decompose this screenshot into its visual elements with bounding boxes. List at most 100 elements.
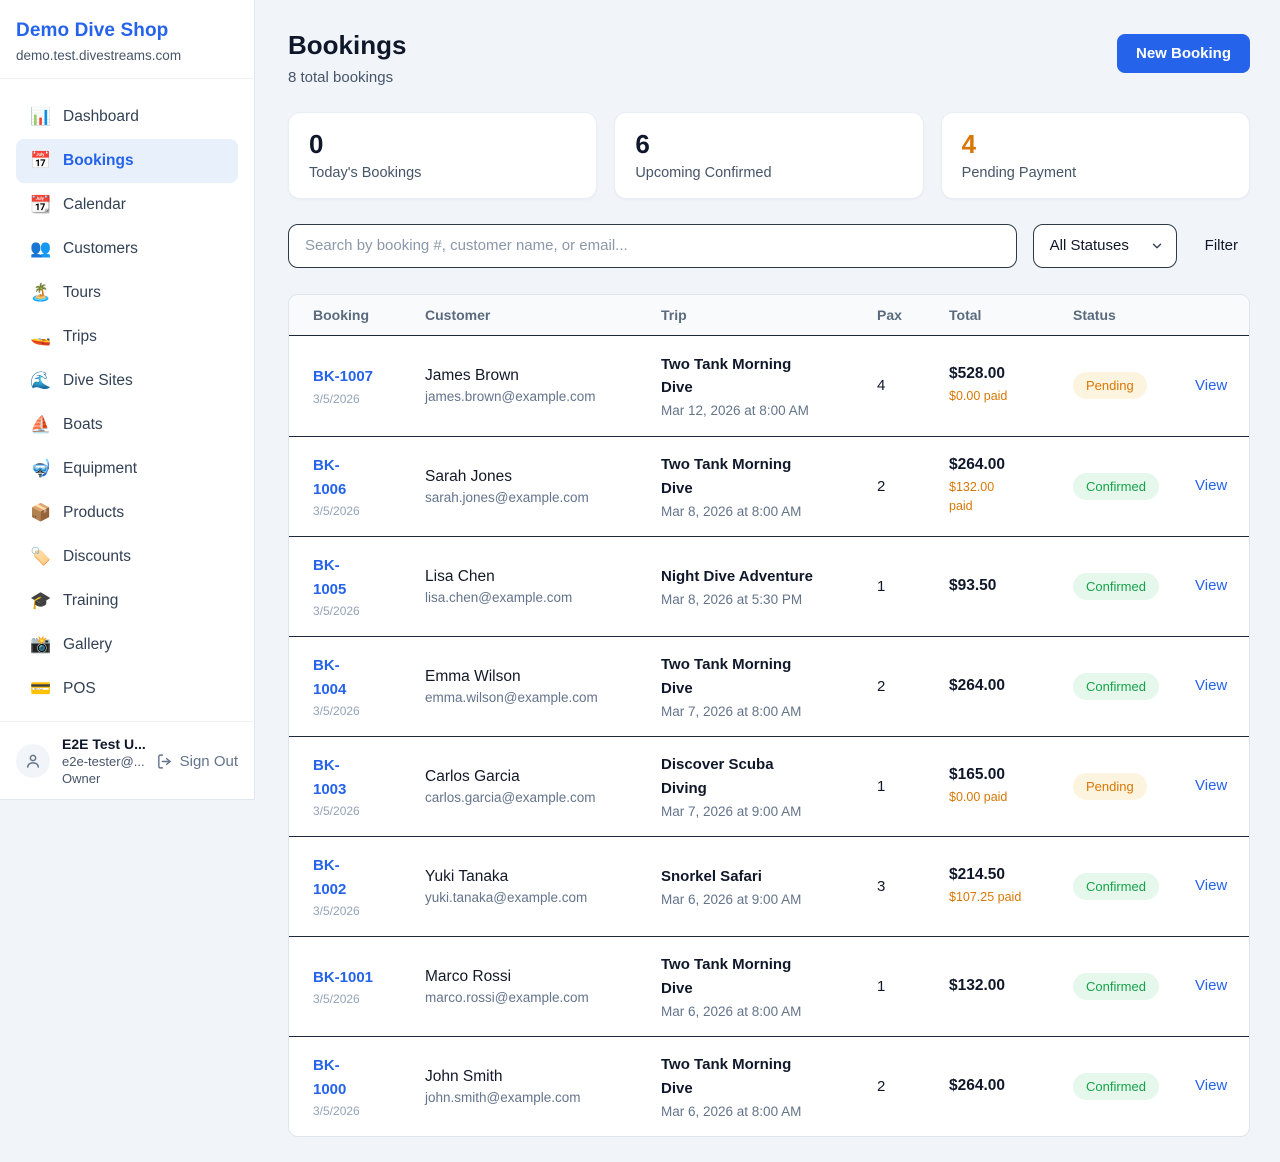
graduation-cap-icon: 🎓 (30, 591, 52, 610)
sidebar-item-trips[interactable]: 🚤 Trips (16, 315, 238, 359)
sidebar-item-products[interactable]: 📦 Products (16, 491, 238, 535)
pax-count: 2 (877, 677, 886, 695)
filter-button[interactable]: Filter (1193, 237, 1250, 254)
sidebar-item-boats[interactable]: ⛵ Boats (16, 403, 238, 447)
table-row: BK- 1002 3/5/2026 Yuki Tanaka yuki.tanaka@e… (289, 835, 1249, 936)
sailboat-icon: ⛵ (30, 415, 52, 434)
customer-cell: Marco Rossi marco.rossi@example.com (425, 968, 661, 1005)
stat-label: Today's Bookings (309, 164, 422, 181)
trip-datetime: Mar 12, 2026 at 8:00 AM (661, 403, 809, 419)
new-booking-button[interactable]: New Booking (1116, 34, 1250, 73)
sidebar-item-gallery[interactable]: 📸 Gallery (16, 623, 238, 667)
chevron-down-icon (1150, 239, 1164, 253)
sidebar-item-training[interactable]: 🎓 Training (16, 579, 238, 623)
sidebar-item-label: Tours (63, 284, 101, 301)
customer-cell: Emma Wilson emma.wilson@example.com (425, 668, 661, 705)
sidebar-item-label: POS (63, 680, 96, 697)
booking-date: 3/5/2026 (313, 803, 360, 818)
sidebar-item-calendar[interactable]: 📆 Calendar (16, 183, 238, 227)
action-cell: View (1195, 977, 1228, 995)
sidebar-item-equipment[interactable]: 🤿 Equipment (16, 447, 238, 491)
action-cell: View (1195, 477, 1228, 495)
view-booking-link[interactable]: View (1195, 477, 1228, 495)
bar-chart-icon: 📊 (30, 107, 52, 126)
action-cell: View (1195, 777, 1228, 795)
status-badge: Confirmed (1073, 672, 1159, 700)
status-filter-select[interactable]: All Statuses (1032, 223, 1177, 268)
total-amount: $264.00 (949, 677, 1006, 695)
customer-cell: Carlos Garcia carlos.garcia@example.com (425, 768, 661, 805)
status-badge: Confirmed (1073, 472, 1159, 500)
page-header: Bookings 8 total bookings New Booking (288, 30, 1250, 86)
trip-name: Two Tank Morning Dive (661, 956, 792, 997)
booking-cell: BK- 1000 3/5/2026 (313, 1054, 425, 1118)
sidebar-item-label: Customers (63, 240, 138, 257)
speedboat-icon: 🚤 (30, 327, 52, 346)
sidebar-nav: 📊 Dashboard 📅 Bookings 📆 Calendar 👥 Customers 🏝️… (0, 79, 254, 721)
sidebar-item-tours[interactable]: 🏝️ Tours (16, 271, 238, 315)
customer-cell: John Smith john.smith@example.com (425, 1068, 661, 1105)
action-cell: View (1195, 677, 1228, 695)
sidebar-item-dive-sites[interactable]: 🌊 Dive Sites (16, 359, 238, 403)
booking-cell: BK- 1003 3/5/2026 (313, 754, 425, 818)
customer-email: yuki.tanaka@example.com (425, 889, 588, 905)
user-info: E2E Test U... e2e-tester@... Owner (62, 736, 146, 786)
booking-id-link[interactable]: BK- 1006 (313, 457, 347, 498)
view-booking-link[interactable]: View (1195, 977, 1228, 995)
trip-cell: Discover Scuba Diving Mar 7, 2026 at 9:00… (661, 753, 877, 819)
sidebar-item-customers[interactable]: 👥 Customers (16, 227, 238, 271)
page-title: Bookings (288, 30, 407, 60)
sidebar-item-discounts[interactable]: 🏷️ Discounts (16, 535, 238, 579)
sidebar-item-bookings[interactable]: 📅 Bookings (16, 139, 238, 183)
trip-name: Two Tank Morning Dive (661, 355, 792, 397)
stat-label: Upcoming Confirmed (635, 164, 772, 181)
sidebar-item-dashboard[interactable]: 📊 Dashboard (16, 95, 238, 139)
view-booking-link[interactable]: View (1195, 376, 1228, 394)
table-row: BK- 1005 3/5/2026 Lisa Chen lisa.chen@examp… (289, 535, 1249, 636)
stat-label: Pending Payment (961, 164, 1077, 181)
table-header-row: Booking Customer Trip Pax Total Status (289, 294, 1249, 336)
stat-card: 6 Upcoming Confirmed (614, 112, 924, 199)
sign-out-label: Sign Out (179, 752, 238, 770)
people-icon: 👥 (30, 239, 52, 258)
paid-amount: $0.00 paid (949, 389, 1008, 404)
customer-email: john.smith@example.com (425, 1089, 581, 1105)
booking-id-link[interactable]: BK- 1004 (313, 657, 347, 698)
total-amount: $264.00 (949, 1077, 1006, 1095)
pax-count: 4 (877, 377, 886, 395)
booking-id-link[interactable]: BK- 1003 (313, 757, 347, 798)
status-badge: Confirmed (1073, 1072, 1159, 1100)
trip-cell: Two Tank Morning Dive Mar 6, 2026 at 8:00… (661, 1053, 877, 1119)
sidebar-item-label: Bookings (63, 152, 134, 169)
trip-cell: Two Tank Morning Dive Mar 7, 2026 at 8:00… (661, 653, 877, 719)
diving-mask-icon: 🤿 (30, 459, 52, 478)
view-booking-link[interactable]: View (1195, 877, 1228, 895)
customer-name: John Smith (425, 1067, 503, 1085)
view-booking-link[interactable]: View (1195, 1077, 1228, 1095)
view-booking-link[interactable]: View (1195, 777, 1228, 795)
view-booking-link[interactable]: View (1195, 677, 1228, 695)
brand-block: Demo Dive Shop demo.test.divestreams.com (0, 0, 254, 79)
total-amount: $165.00 (949, 765, 1006, 783)
sidebar-item-label: Training (63, 592, 119, 609)
search-input[interactable] (288, 223, 1017, 268)
column-header: Status (1073, 306, 1116, 323)
booking-date: 3/5/2026 (313, 992, 360, 1007)
booking-id-link[interactable]: BK- 1002 (313, 857, 347, 898)
brand-name[interactable]: Demo Dive Shop (16, 20, 169, 41)
total-cell: $528.00 $0.00 paid (949, 365, 1073, 406)
booking-id-link[interactable]: BK-1007 (313, 368, 374, 386)
trip-datetime: Mar 6, 2026 at 8:00 AM (661, 1003, 802, 1019)
status-badge: Confirmed (1073, 972, 1159, 1000)
view-booking-link[interactable]: View (1195, 577, 1228, 595)
sign-out-button[interactable]: Sign Out (156, 753, 238, 770)
booking-id-link[interactable]: BK- 1000 (313, 1057, 347, 1098)
booking-id-link[interactable]: BK-1001 (313, 968, 374, 986)
column-header: Pax (877, 306, 902, 323)
sidebar-item-pos[interactable]: 💳 POS (16, 667, 238, 711)
booking-id-link[interactable]: BK- 1005 (313, 557, 347, 598)
status-cell: Pending (1073, 772, 1195, 800)
status-cell: Confirmed (1073, 872, 1195, 900)
pax-count: 1 (877, 577, 886, 595)
